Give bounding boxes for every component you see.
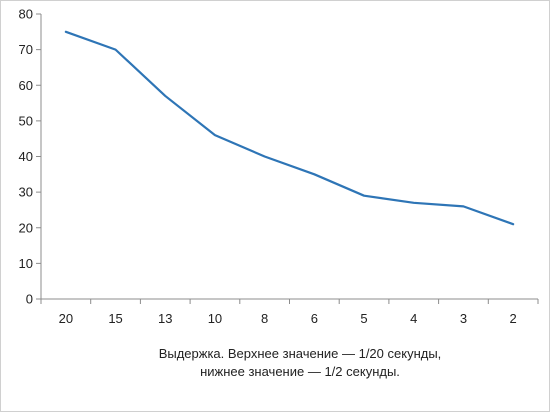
y-tick-label: 60 [19,78,33,93]
y-tick-label: 70 [19,42,33,57]
x-tick-label: 20 [59,311,73,326]
y-tick-label: 80 [19,7,33,22]
y-tick-label: 40 [19,149,33,164]
y-tick-label: 20 [19,220,33,235]
x-axis-title-line-1: Выдержка. Верхнее значение — 1/20 секунд… [158,346,442,361]
y-tick-label: 10 [19,256,33,271]
y-tick-label: 30 [19,185,33,200]
series-group [64,30,515,226]
y-tick-label: 0 [26,292,33,307]
x-tick-label: 8 [261,311,268,326]
series-line [64,30,515,226]
x-axis-title-line-2: нижнее значение — 1/2 секунды. [200,364,400,379]
x-tick-label: 13 [158,311,172,326]
x-tick-label: 4 [410,311,417,326]
x-tick-label: 6 [311,311,318,326]
x-tick-label: 10 [208,311,222,326]
x-tick-label: 5 [360,311,367,326]
y-tick-label: 50 [19,113,33,128]
x-axis: 20 15 13 10 8 6 5 4 3 2 [40,298,539,326]
x-tick-label: 2 [510,311,517,326]
x-tick-label: 15 [108,311,122,326]
y-axis: 0 10 20 30 40 50 60 70 80 [19,7,42,307]
x-tick-label: 3 [460,311,467,326]
